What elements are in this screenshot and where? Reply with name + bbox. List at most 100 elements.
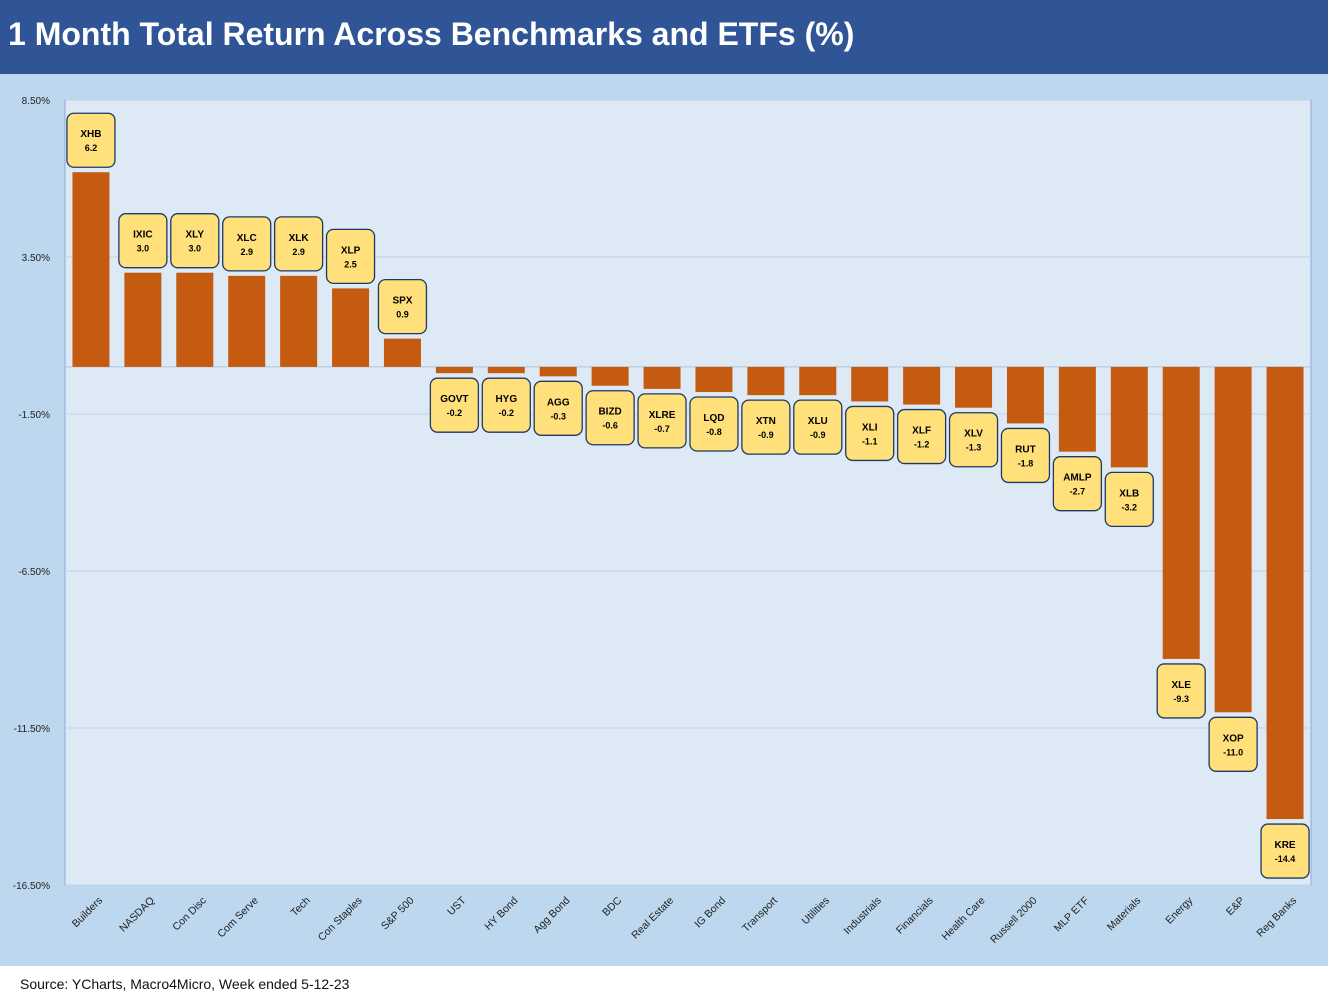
- data-label-box: [896, 408, 947, 465]
- data-label-ticker: AMLP: [1063, 473, 1092, 484]
- y-tick-label: -6.50%: [18, 567, 50, 578]
- data-label-box: [273, 216, 324, 272]
- data-label-box: [1104, 471, 1154, 528]
- data-label-ticker: LQD: [703, 413, 724, 424]
- bar-chart: 8.50% 3.50% -1.50% -6.50% -11.50% -16.50% XHB 6…: [13, 96, 1312, 946]
- y-tick-label: 3.50%: [22, 253, 50, 264]
- data-label-ticker: XLC: [237, 233, 257, 244]
- data-label-box: [481, 377, 531, 433]
- data-label-value: -14.4: [1275, 854, 1296, 864]
- x-tick-label: Transport: [740, 895, 780, 935]
- data-label-value: -1.1: [862, 436, 878, 446]
- data-label-ticker: XLP: [341, 245, 361, 256]
- bar: [1058, 366, 1096, 452]
- data-label-box: [222, 216, 272, 272]
- data-label-value: -2.7: [1070, 487, 1086, 497]
- data-label-ticker: XLRE: [649, 410, 676, 421]
- x-tick-label: Industrials: [842, 895, 884, 937]
- bar: [1214, 366, 1252, 713]
- data-label-ticker: XLY: [186, 230, 205, 241]
- data-label-value: -3.2: [1122, 502, 1138, 512]
- bar: [332, 288, 370, 367]
- data-label-box: [585, 390, 635, 446]
- data-label-ticker: XLI: [862, 422, 878, 433]
- data-label-value: 6.2: [85, 143, 98, 153]
- bar: [539, 366, 577, 377]
- data-label-ticker: BIZD: [598, 407, 621, 418]
- bar: [487, 366, 525, 374]
- data-label-ticker: HYG: [495, 394, 517, 405]
- data-label-box: [741, 399, 791, 455]
- footer: Source: YCharts, Macro4Micro, Week ended…: [0, 966, 1328, 1000]
- data-label-ticker: XLU: [808, 416, 828, 427]
- data-label-box: [637, 393, 687, 449]
- chart-title: 1 Month Total Return Across Benchmarks a…: [8, 16, 855, 52]
- data-label-ticker: RUT: [1015, 444, 1036, 455]
- bar: [280, 275, 318, 367]
- data-label-ticker: GOVT: [440, 394, 468, 405]
- plot-background: [64, 99, 1312, 886]
- data-label-box: [1156, 663, 1206, 719]
- data-label-box: [170, 213, 220, 269]
- data-label-value: -1.8: [1018, 458, 1034, 468]
- bar: [176, 272, 214, 367]
- data-label-box: [118, 213, 168, 269]
- data-label-box: [377, 278, 428, 335]
- x-tick-label: Con Staples: [316, 895, 365, 944]
- data-label-value: 2.5: [344, 259, 357, 269]
- data-label-value: -9.3: [1173, 694, 1189, 704]
- bar: [1162, 366, 1200, 659]
- data-label-box: [66, 112, 116, 168]
- data-label-ticker: KRE: [1274, 840, 1295, 851]
- bar: [747, 366, 785, 396]
- x-tick-label: Agg Bond: [531, 895, 572, 936]
- bar: [903, 366, 941, 405]
- y-tick-label: -11.50%: [13, 724, 50, 735]
- data-label-box: [845, 405, 895, 462]
- bar: [72, 172, 110, 367]
- x-tick-label: Reg Banks: [1254, 895, 1299, 940]
- data-label-value: 2.9: [240, 247, 253, 257]
- data-label-ticker: XHB: [80, 129, 101, 140]
- data-label-ticker: XLF: [912, 426, 931, 437]
- data-label-ticker: XTN: [756, 416, 776, 427]
- data-label-ticker: IXIC: [133, 230, 152, 241]
- x-tick-label: Energy: [1163, 894, 1196, 927]
- x-tick-label: Con Disc: [170, 895, 209, 934]
- bar: [643, 366, 681, 389]
- data-label-ticker: XLV: [964, 429, 983, 440]
- data-label-box: [1208, 716, 1258, 772]
- data-label-box: [325, 228, 376, 285]
- bar: [851, 366, 889, 402]
- data-label-value: -11.0: [1223, 747, 1243, 757]
- y-tick-label: 8.50%: [22, 96, 50, 107]
- data-label-ticker: SPX: [392, 296, 412, 307]
- data-label-ticker: XLK: [289, 233, 310, 244]
- data-label-ticker: XLB: [1119, 488, 1139, 499]
- x-tick-label: Real Estate: [629, 895, 676, 942]
- x-tick-label: S&P 500: [379, 895, 417, 933]
- data-label-box: [1000, 427, 1051, 484]
- data-label-value: 2.9: [292, 247, 305, 257]
- data-label-box: [1260, 823, 1310, 879]
- x-tick-label: Health Care: [940, 895, 988, 943]
- x-tick-label: IG Bond: [692, 895, 728, 931]
- source-note: Source: YCharts, Macro4Micro, Week ended…: [20, 976, 350, 992]
- bar: [1006, 366, 1044, 424]
- bar: [695, 366, 733, 393]
- data-label-value: -0.9: [810, 430, 826, 440]
- data-label-ticker: AGG: [547, 397, 570, 408]
- x-tick-label: Tech: [289, 895, 313, 919]
- data-label-box: [689, 396, 739, 452]
- data-label-box: [533, 380, 583, 436]
- chart-area: 8.50% 3.50% -1.50% -6.50% -11.50% -16.50% XHB 6…: [0, 74, 1328, 966]
- data-label-value: -0.9: [758, 430, 774, 440]
- data-label-box: [793, 399, 843, 455]
- data-label-value: -0.7: [654, 424, 670, 434]
- y-tick-label: -16.50%: [13, 881, 50, 892]
- x-tick-label: Builders: [70, 895, 105, 930]
- data-label-value: -0.8: [706, 427, 722, 437]
- bar: [383, 338, 421, 367]
- x-tick-label: NASDAQ: [117, 895, 157, 935]
- title-bar: 1 Month Total Return Across Benchmarks a…: [0, 0, 1328, 74]
